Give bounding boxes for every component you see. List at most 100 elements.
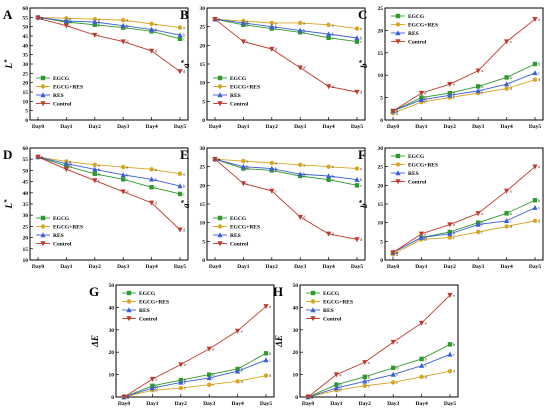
- legend-entry: EGCG+RES: [323, 300, 353, 306]
- y-tick-label: 25: [200, 25, 206, 31]
- data-point: [64, 163, 69, 169]
- data-point: [504, 224, 509, 229]
- significance-label: d: [183, 69, 186, 74]
- panel-letter-f: F: [358, 147, 366, 162]
- significance-label: a: [218, 17, 220, 22]
- data-point: [326, 173, 332, 179]
- significance-label: a: [69, 159, 71, 164]
- y-tick-label: 45: [23, 180, 29, 186]
- series-line: [307, 343, 451, 398]
- legend-marker: [40, 224, 46, 229]
- significance-label: a: [396, 109, 398, 114]
- y-tick-label: 0: [202, 258, 205, 264]
- data-point: [177, 25, 183, 30]
- x-tick-label: Day1: [415, 264, 427, 270]
- y-axis-label: a*: [180, 60, 191, 69]
- significance-label: b: [396, 365, 399, 370]
- data-point: [390, 108, 396, 114]
- significance-label: c: [510, 218, 512, 223]
- y-tick-label: 5: [202, 99, 205, 105]
- data-point: [298, 162, 303, 167]
- y-tick-label: 30: [200, 6, 206, 12]
- significance-label: c: [98, 178, 100, 183]
- significance-label: a: [41, 154, 43, 159]
- significance-label: b: [303, 28, 306, 33]
- legend: EGCG EGCG+RES RES Control: [36, 215, 83, 248]
- significance-label: b: [69, 19, 72, 24]
- y-tick-label: 15: [200, 202, 206, 208]
- data-point: [212, 157, 218, 162]
- panel-f: F 0 5 10 15 20 25 30 Day0 Day1 Day2 Day3 Day4 Day5 b* a…: [358, 146, 544, 270]
- series-line: [307, 354, 451, 398]
- significance-label: c: [246, 39, 248, 44]
- significance-label: a: [332, 22, 334, 27]
- significance-label: a: [510, 39, 512, 44]
- significance-label: a: [332, 164, 334, 169]
- y-tick-label: 40: [23, 191, 29, 197]
- data-point: [120, 189, 126, 195]
- panel-letter-a: A: [3, 7, 13, 22]
- series-line: [392, 220, 536, 255]
- significance-label: a: [98, 17, 100, 22]
- data-point: [354, 39, 360, 44]
- significance-label: a: [510, 188, 512, 193]
- legend-entry: EGCG: [230, 76, 247, 82]
- significance-label: a: [538, 17, 540, 22]
- data-point: [391, 365, 396, 371]
- significance-label: a: [311, 395, 313, 400]
- series-line: [392, 18, 536, 112]
- x-tick-label: Day0: [387, 264, 399, 270]
- significance-label: b: [424, 235, 427, 240]
- data-point: [120, 39, 126, 45]
- x-tick-label: Day0: [32, 124, 44, 130]
- significance-label: d: [183, 227, 186, 232]
- significance-label: d: [332, 84, 335, 89]
- y-tick-label: 20: [378, 183, 384, 189]
- significance-label: a: [425, 321, 427, 326]
- y-tick-label: 5: [380, 96, 383, 102]
- significance-label: b: [126, 23, 129, 28]
- significance-label: d: [360, 90, 363, 95]
- series-line: [392, 63, 536, 112]
- data-point: [447, 235, 452, 240]
- y-tick-label: 50: [23, 25, 29, 31]
- significance-label: b: [332, 174, 335, 179]
- data-point: [447, 222, 453, 228]
- data-point: [475, 68, 481, 74]
- x-tick-label: Day5: [174, 124, 186, 130]
- significance-label: a: [396, 340, 398, 345]
- legend-marker: [395, 30, 401, 36]
- significance-label: b: [360, 177, 363, 182]
- legend-marker: [40, 241, 46, 247]
- significance-label: d: [303, 215, 306, 220]
- series-line: [392, 199, 536, 253]
- significance-label: c: [246, 181, 248, 186]
- legend-entry: EGCG: [139, 291, 156, 297]
- x-tick-label: Day0: [387, 124, 399, 130]
- x-tick-label: Day0: [302, 401, 314, 407]
- series-line: [307, 294, 451, 398]
- legend-marker: [217, 92, 223, 98]
- data-point: [354, 35, 360, 41]
- data-point: [235, 328, 241, 334]
- panel-d: D 10 15 20 25 30 35 40 45 50 55 60 Day0 Day1 Day2 Day3 D…: [3, 146, 189, 270]
- data-point: [177, 227, 183, 233]
- series-control: a a a a a a: [305, 293, 455, 400]
- significance-label: a: [424, 91, 426, 96]
- significance-label: a: [183, 171, 185, 176]
- significance-label: a: [241, 328, 243, 333]
- legend-marker: [217, 215, 223, 221]
- data-point: [235, 379, 240, 384]
- y-tick-label: 25: [378, 6, 384, 12]
- data-point: [326, 164, 331, 169]
- significance-label: a: [246, 159, 248, 164]
- series-line: [37, 156, 181, 231]
- significance-label: a: [127, 395, 129, 400]
- y-tick-label: 20: [378, 28, 384, 34]
- y-tick-label: 10: [293, 373, 299, 379]
- legend-entry: RES: [230, 233, 241, 239]
